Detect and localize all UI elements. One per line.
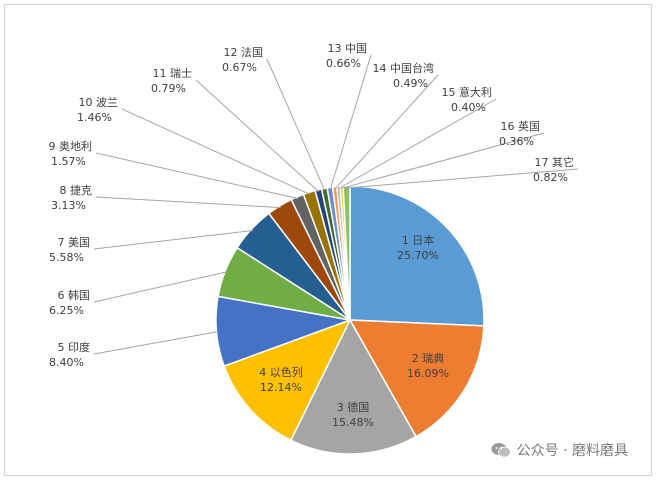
slice-percent: 25.70% bbox=[397, 249, 439, 262]
slice-label: 15 意大利 bbox=[442, 85, 493, 99]
leader-line bbox=[338, 98, 497, 189]
slice-percent: 0.67% bbox=[222, 61, 257, 74]
leader-line bbox=[93, 331, 219, 355]
slice-percent: 3.13% bbox=[51, 199, 86, 212]
pie-slice bbox=[289, 318, 418, 455]
slice-percent: 16.09% bbox=[407, 367, 449, 380]
slice-percent: 0.49% bbox=[393, 77, 428, 90]
slice-label: 3 德国 bbox=[337, 400, 370, 414]
leader-line bbox=[346, 168, 579, 189]
leader-line bbox=[266, 58, 326, 191]
slice-label: 5 印度 bbox=[58, 340, 91, 354]
leader-line bbox=[341, 132, 545, 189]
slice-label: 11 瑞士 bbox=[153, 66, 193, 80]
slice-percent: 6.25% bbox=[49, 304, 84, 317]
slice-percent: 5.58% bbox=[49, 251, 84, 264]
slice-percent: 0.40% bbox=[451, 101, 486, 114]
slice-percent: 0.79% bbox=[151, 82, 186, 95]
slice-percent: 1.57% bbox=[51, 155, 86, 168]
slice-percent: 0.66% bbox=[326, 57, 361, 70]
slice-label: 6 韩国 bbox=[58, 288, 91, 302]
leader-lines bbox=[93, 54, 579, 355]
leader-line bbox=[95, 196, 281, 209]
pie-slice bbox=[349, 185, 485, 327]
slice-label: 1 日本 bbox=[402, 233, 435, 247]
leader-line bbox=[334, 74, 439, 190]
slice-label: 10 波兰 bbox=[79, 96, 119, 109]
pie-slice bbox=[223, 318, 352, 442]
slice-label: 16 英国 bbox=[501, 119, 541, 133]
slice-percent: 0.36% bbox=[499, 135, 534, 148]
slice-label: 13 中国 bbox=[328, 42, 368, 55]
slice-percent: 8.40% bbox=[49, 356, 84, 369]
leader-line bbox=[95, 152, 299, 200]
leader-line bbox=[93, 230, 254, 250]
slice-label: 14 中国台湾 bbox=[373, 61, 435, 75]
slice-label: 8 捷克 bbox=[60, 183, 93, 197]
pie-slices bbox=[215, 185, 485, 455]
leader-line bbox=[121, 108, 311, 195]
watermark-text: 公众号 · 磨料磨具 bbox=[516, 443, 628, 459]
slice-percent: 0.82% bbox=[533, 171, 568, 184]
leader-line bbox=[93, 271, 228, 303]
slice-percent: 12.14% bbox=[260, 381, 302, 394]
leader-line bbox=[329, 54, 372, 190]
slice-percent: 15.48% bbox=[332, 416, 374, 429]
wechat-icon bbox=[491, 443, 511, 458]
slice-label: 17 其它 bbox=[535, 155, 575, 169]
slice-label: 7 美国 bbox=[58, 236, 91, 249]
pie-slice bbox=[348, 319, 485, 438]
slice-labels: 1 日本 25.70% 2 瑞典 16.09% 3 德国 15.48% 4 以色列 12.14… bbox=[49, 42, 575, 429]
slice-label: 9 奥地利 bbox=[49, 139, 93, 153]
leader-line bbox=[195, 79, 320, 193]
slice-label: 2 瑞典 bbox=[412, 351, 445, 365]
slice-label: 12 法国 bbox=[224, 45, 264, 59]
slice-label: 4 以色列 bbox=[259, 365, 303, 379]
slice-percent: 1.46% bbox=[77, 111, 112, 124]
watermark: 公众号 · 磨料磨具 bbox=[491, 440, 628, 460]
